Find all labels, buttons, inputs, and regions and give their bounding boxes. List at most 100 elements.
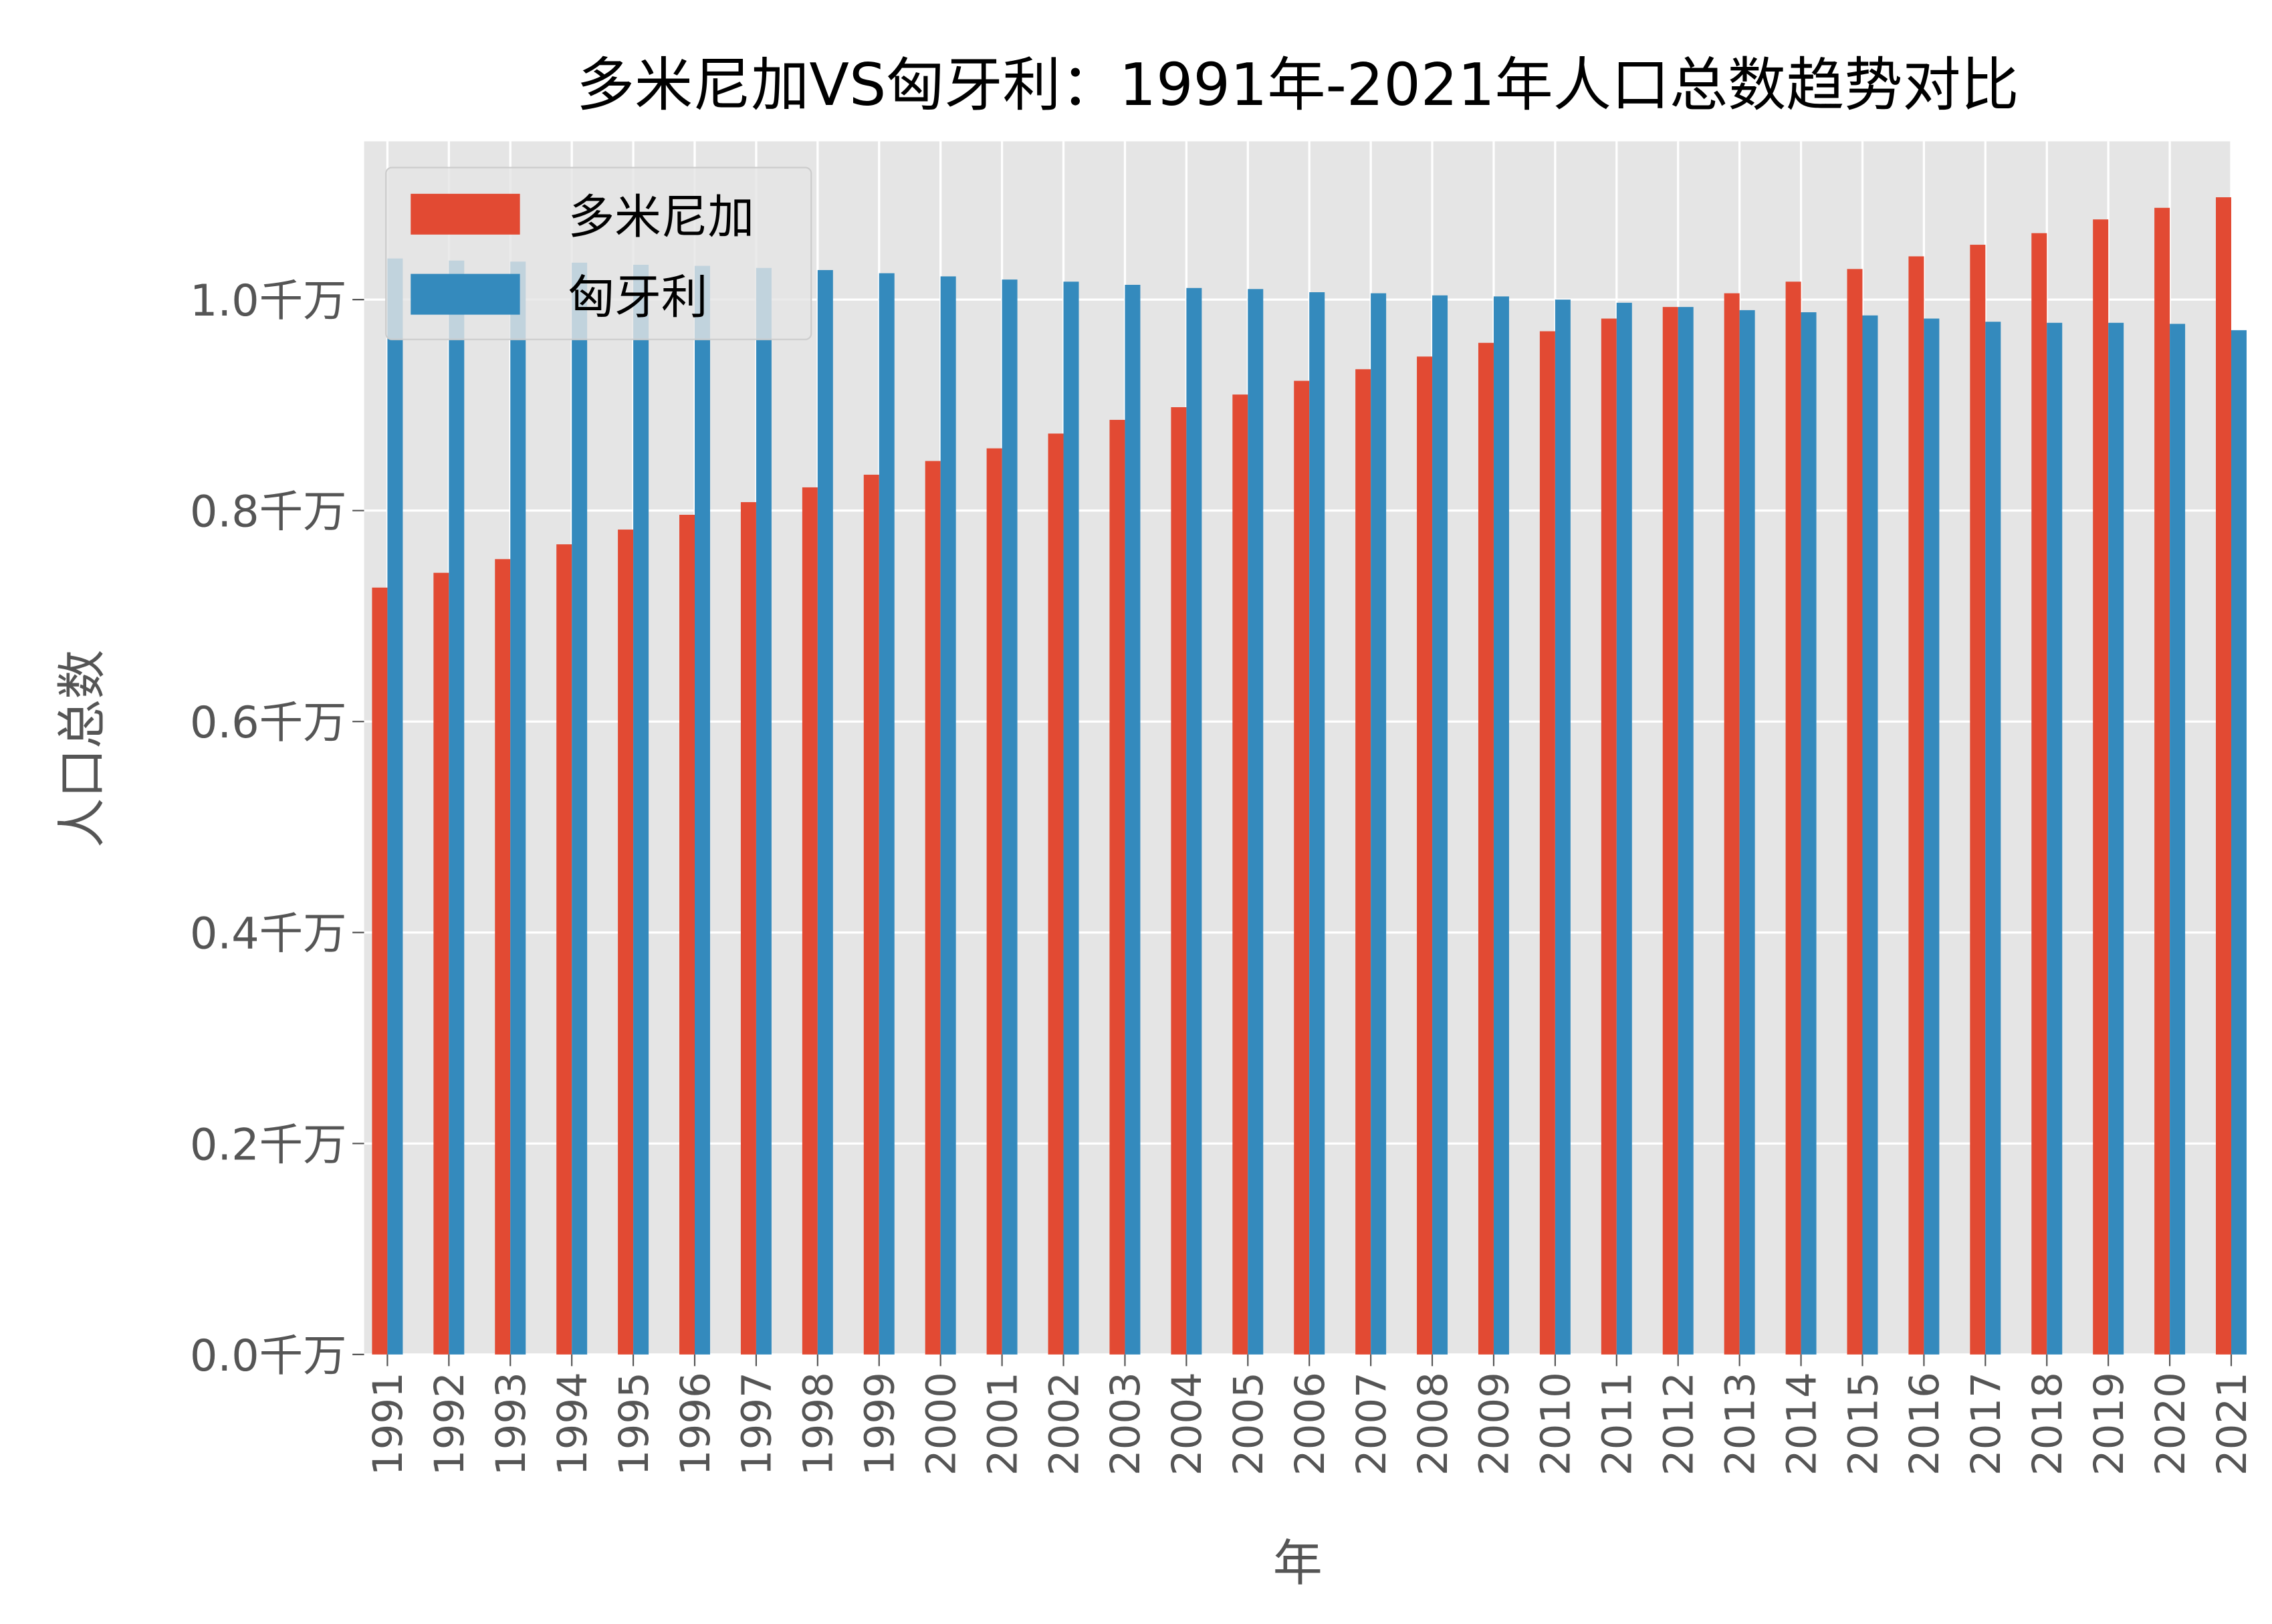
bar-hungary-2018 xyxy=(2047,322,2063,1355)
bar-hungary-1994 xyxy=(572,262,588,1355)
x-tick-label: 2004 xyxy=(1163,1372,1211,1476)
x-tick-label: 2017 xyxy=(1962,1372,2010,1476)
x-tick-label: 2009 xyxy=(1471,1372,1518,1476)
bar-hungary-1997 xyxy=(756,267,772,1355)
x-tick-label: 2018 xyxy=(2024,1372,2071,1476)
bar-hungary-2014 xyxy=(1801,312,1817,1355)
bar-hungary-2004 xyxy=(1186,287,1202,1355)
x-tick-label: 2007 xyxy=(1348,1372,1395,1476)
y-tick-label: 0.8千万 xyxy=(190,487,347,538)
x-tick-label: 2005 xyxy=(1225,1372,1272,1476)
bar-dominican-2003 xyxy=(1109,419,1125,1355)
x-tick-label: 1998 xyxy=(795,1372,842,1476)
y-tick-label: 1.0千万 xyxy=(190,275,347,326)
x-tick-label: 2013 xyxy=(1716,1372,1764,1476)
x-tick-label: 2019 xyxy=(2085,1372,2133,1476)
bar-dominican-2013 xyxy=(1724,293,1740,1355)
x-tick-label: 2012 xyxy=(1656,1372,1703,1476)
bar-hungary-2000 xyxy=(940,276,956,1355)
x-tick-label: 1993 xyxy=(487,1372,535,1476)
bar-dominican-2016 xyxy=(1908,256,1924,1355)
bar-hungary-2003 xyxy=(1125,285,1141,1355)
bar-hungary-1999 xyxy=(879,273,895,1355)
bar-hungary-2002 xyxy=(1063,281,1079,1355)
bar-hungary-2017 xyxy=(1985,322,2001,1355)
bars xyxy=(372,197,2247,1355)
bar-hungary-2001 xyxy=(1002,279,1018,1355)
bar-hungary-2005 xyxy=(1248,289,1264,1355)
x-tick-label: 1996 xyxy=(672,1372,719,1476)
bar-dominican-2010 xyxy=(1539,331,1555,1355)
x-tick-label: 2016 xyxy=(1901,1372,1948,1476)
legend-swatch-dominican xyxy=(411,193,520,235)
bar-dominican-2006 xyxy=(1294,380,1310,1355)
legend: 多米尼加 匈牙利 xyxy=(385,166,812,340)
bar-dominican-2019 xyxy=(2093,219,2109,1355)
x-tick-label: 2015 xyxy=(1839,1372,1887,1476)
bar-hungary-2010 xyxy=(1555,300,1571,1355)
bar-dominican-2018 xyxy=(2031,233,2047,1355)
bar-dominican-1999 xyxy=(863,475,879,1355)
x-tick-label: 1997 xyxy=(733,1372,781,1476)
bar-hungary-2011 xyxy=(1616,302,1632,1355)
bar-dominican-2007 xyxy=(1355,369,1371,1355)
bar-dominican-1992 xyxy=(433,572,449,1355)
bar-dominican-2008 xyxy=(1417,356,1433,1355)
bar-hungary-1993 xyxy=(510,261,526,1355)
x-tick-label: 1994 xyxy=(549,1372,596,1476)
bar-dominican-1991 xyxy=(372,587,388,1355)
bar-dominican-2021 xyxy=(2216,197,2232,1355)
bar-hungary-2021 xyxy=(2231,330,2247,1355)
bar-hungary-2015 xyxy=(1862,315,1878,1355)
x-tick-label: 1999 xyxy=(857,1372,904,1476)
x-tick-label: 2011 xyxy=(1594,1372,1641,1476)
bar-hungary-2020 xyxy=(2170,324,2186,1355)
bar-hungary-2019 xyxy=(2108,322,2124,1355)
bar-dominican-2015 xyxy=(1847,269,1863,1355)
x-tick-label: 1991 xyxy=(364,1372,412,1476)
bar-dominican-2017 xyxy=(1970,245,1986,1355)
bar-hungary-1998 xyxy=(817,269,833,1355)
x-tick-label: 2010 xyxy=(1532,1372,1580,1476)
bar-dominican-2009 xyxy=(1478,342,1494,1355)
y-axis: 0.0千万 0.2千万 0.4千万 0.6千万 0.8千万 1.0千万 xyxy=(190,275,364,1381)
bar-dominican-1997 xyxy=(740,502,756,1355)
bar-hungary-1995 xyxy=(633,265,649,1355)
x-tick-label: 2008 xyxy=(1409,1372,1457,1476)
bar-dominican-1993 xyxy=(495,559,511,1355)
y-axis-label: 人口总数 xyxy=(53,650,111,848)
x-tick-label: 2003 xyxy=(1102,1372,1149,1476)
x-tick-label: 2001 xyxy=(979,1372,1026,1476)
bar-dominican-2011 xyxy=(1601,318,1617,1355)
bar-dominican-1995 xyxy=(618,530,634,1355)
x-tick-label: 2006 xyxy=(1286,1372,1334,1476)
x-tick-label: 2002 xyxy=(1040,1372,1088,1476)
bar-hungary-2007 xyxy=(1371,293,1387,1355)
bar-dominican-2004 xyxy=(1171,407,1187,1355)
x-tick-label: 1995 xyxy=(610,1372,658,1476)
bar-dominican-1998 xyxy=(802,487,818,1355)
y-tick-label: 0.0千万 xyxy=(190,1330,347,1381)
bar-dominican-2000 xyxy=(925,461,941,1355)
x-tick-label: 2021 xyxy=(2208,1372,2256,1476)
legend-swatch-hungary xyxy=(411,273,520,315)
bar-hungary-2012 xyxy=(1678,307,1694,1355)
bar-dominican-1996 xyxy=(679,514,695,1355)
x-axis-label: 年 xyxy=(1273,1535,1323,1593)
bar-dominican-1994 xyxy=(556,544,572,1355)
bar-hungary-1991 xyxy=(387,258,403,1355)
legend-label-hungary: 匈牙利 xyxy=(568,270,708,324)
x-tick-label: 1992 xyxy=(426,1372,473,1476)
bar-dominican-2005 xyxy=(1232,394,1248,1355)
bar-dominican-2001 xyxy=(986,448,1002,1355)
x-tick-label: 2014 xyxy=(1778,1372,1825,1476)
bar-dominican-2014 xyxy=(1785,281,1801,1355)
x-tick-label: 2020 xyxy=(2147,1372,2194,1476)
bar-hungary-2006 xyxy=(1309,292,1325,1355)
bar-hungary-1992 xyxy=(449,260,465,1355)
x-tick-label: 2000 xyxy=(917,1372,965,1476)
y-tick-label: 0.2千万 xyxy=(190,1119,347,1170)
bar-hungary-2008 xyxy=(1432,295,1448,1355)
y-tick-label: 0.4千万 xyxy=(190,909,347,959)
